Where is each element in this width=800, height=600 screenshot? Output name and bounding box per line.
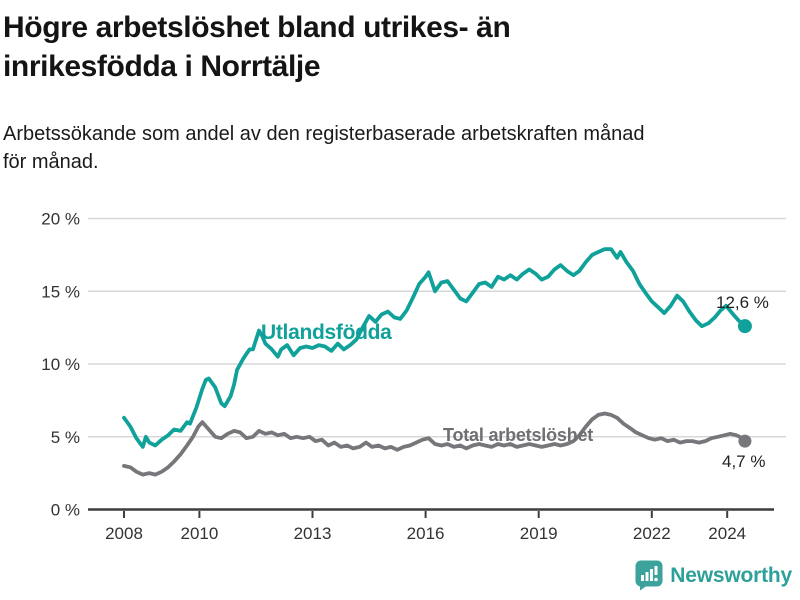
newsworthy-logo-icon	[635, 560, 663, 591]
series-end-dot-1	[738, 434, 752, 448]
x-tick-label: 2016	[407, 524, 445, 543]
newsworthy-logo: Newsworthy	[635, 560, 792, 591]
subtitle-line-2: för månad.	[3, 151, 99, 173]
chart-subtitle: Arbetssökande som andel av den registerb…	[3, 120, 645, 176]
y-tick-label: 10 %	[41, 355, 80, 374]
series-label-total-arbetsloshet: Total arbetslöshet	[443, 425, 594, 445]
x-tick-label: 2010	[180, 524, 218, 543]
y-tick-label: 0 %	[51, 501, 80, 520]
x-tick-label: 2008	[105, 524, 143, 543]
x-tick-label: 2022	[633, 524, 671, 543]
title-line-1: Högre arbetslöshet bland utrikes- än	[3, 11, 511, 44]
x-tick-label: 2019	[520, 524, 558, 543]
y-tick-label: 5 %	[51, 428, 80, 447]
end-value-label-utlandsfodda: 12,6 %	[716, 293, 769, 312]
series-label-utlandsfodda: Utlandsfödda	[261, 321, 392, 344]
y-tick-label: 20 %	[41, 210, 80, 229]
subtitle-line-1: Arbetssökande som andel av den registerb…	[3, 123, 645, 145]
series-line-0	[122, 247, 747, 449]
title-line-2: inrikesfödda i Norrtälje	[3, 50, 321, 83]
series-end-dot-0	[737, 319, 752, 334]
x-tick-label: 2024	[708, 524, 746, 543]
series-line-1	[122, 411, 747, 477]
x-tick-label: 2013	[294, 524, 332, 543]
y-tick-label: 15 %	[41, 282, 80, 301]
end-value-label-total: 4,7 %	[722, 452, 766, 471]
newsworthy-logo-text: Newsworthy	[670, 563, 792, 587]
page-title: Högre arbetslöshet bland utrikes- än inr…	[3, 8, 511, 86]
